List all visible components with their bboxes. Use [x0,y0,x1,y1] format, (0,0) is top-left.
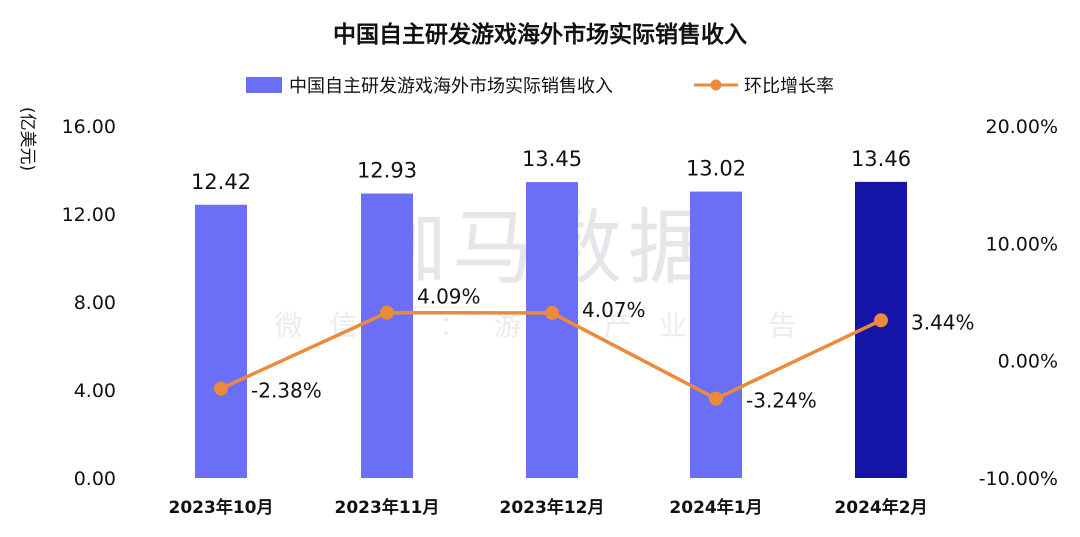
category-label: 2024年1月 [669,497,762,518]
left-tick-label: 0.00 [74,468,116,490]
line-value-labels: -2.38% 4.09% 4.07% -3.24% 3.44% [251,285,975,413]
growth-value-label: 3.44% [911,310,975,334]
right-tick-label: 0.00% [998,351,1058,373]
legend: 中国自主研发游戏海外市场实际销售收入 环比增长率 [246,76,834,97]
growth-value-label: -2.38% [251,379,322,403]
left-tick-label: 8.00 [74,292,116,314]
bar-series [195,181,907,479]
bar [361,193,413,479]
category-axis: 2023年10月 2023年11月 2023年12月 2024年1月 2024年2月 [169,497,928,518]
left-tick-label: 16.00 [62,116,116,138]
growth-value-label: 4.09% [417,285,481,309]
bar-value-label: 13.46 [851,147,911,171]
category-label: 2023年10月 [169,497,274,518]
bar-value-labels: 12.42 12.93 13.45 13.02 13.46 [191,147,911,194]
growth-point [545,305,559,320]
line-series [214,305,888,406]
legend-label-growth: 环比增长率 [744,76,834,97]
growth-point [380,305,394,320]
bar [690,191,742,478]
growth-point [874,313,888,328]
bar-value-label: 12.93 [357,159,417,183]
right-tick-label: 10.00% [986,233,1058,255]
legend-marker-growth [710,79,722,91]
bar-value-label: 13.45 [522,147,582,171]
growth-point [214,381,228,396]
right-axis: -10.00% 0.00% 10.00% 20.00% [979,116,1058,490]
left-axis-unit: (亿美元) [17,107,37,171]
left-tick-label: 4.00 [74,380,116,402]
growth-point [709,391,723,406]
bar [195,204,247,478]
chart-title: 中国自主研发游戏海外市场实际销售收入 [333,21,747,48]
bar-value-label: 13.02 [686,157,746,181]
growth-value-label: -3.24% [746,389,817,413]
bar [526,182,578,478]
right-tick-label: 20.00% [986,116,1058,138]
growth-value-label: 4.07% [582,298,646,322]
left-tick-label: 12.00 [62,204,116,226]
category-label: 2024年2月 [834,497,927,518]
legend-swatch-revenue [246,77,282,93]
legend-label-revenue: 中国自主研发游戏海外市场实际销售收入 [289,76,613,97]
right-tick-label: -10.00% [979,468,1058,490]
category-label: 2023年11月 [335,497,440,518]
category-label: 2023年12月 [500,497,605,518]
bar-value-label: 12.42 [191,170,251,194]
left-axis: 0.00 4.00 8.00 12.00 16.00 [62,116,116,490]
